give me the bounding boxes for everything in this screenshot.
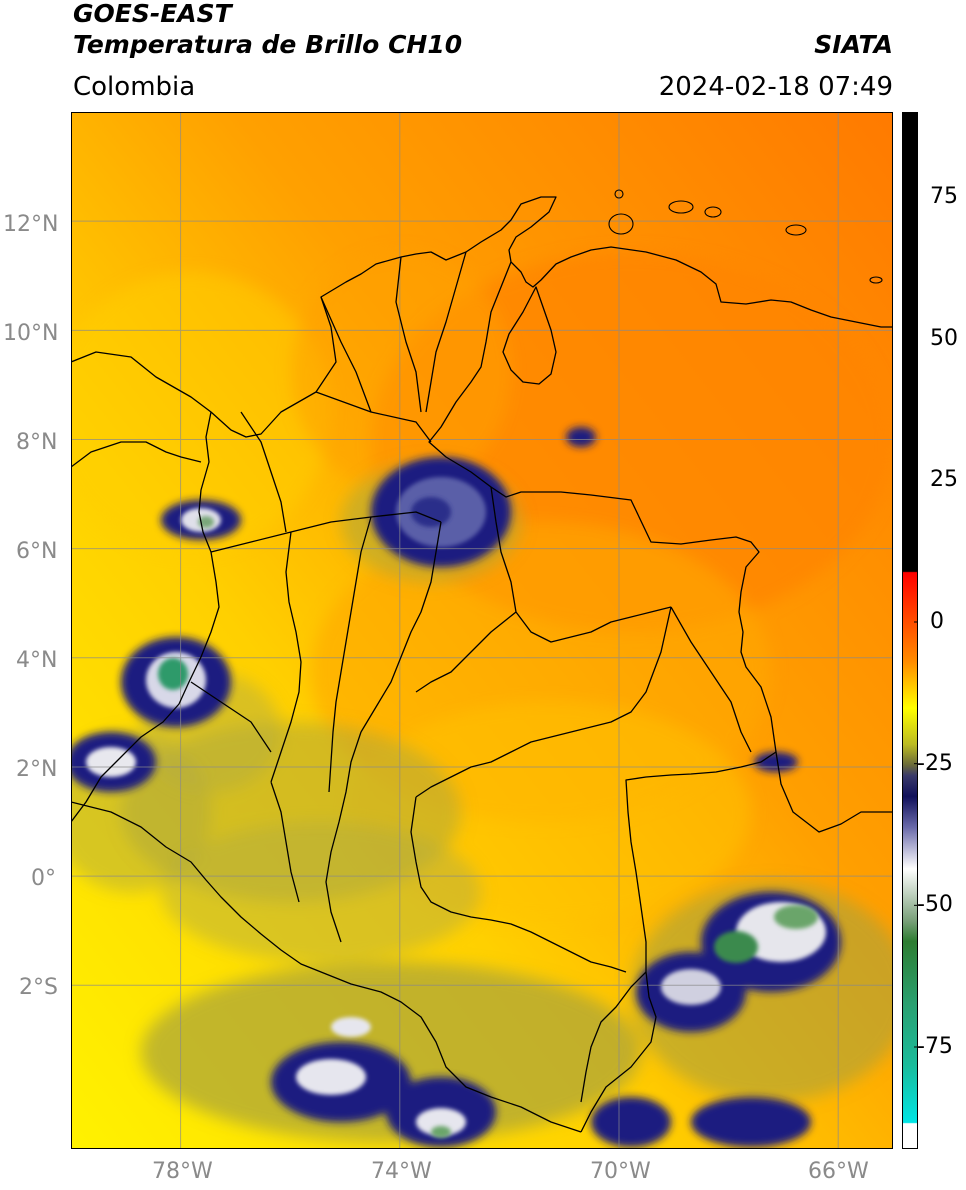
department-boundaries <box>190 251 752 973</box>
map-frame <box>71 112 893 1149</box>
colorbar-tick-label: -25 <box>917 750 953 776</box>
lon-label-70w: 70°W <box>590 1159 651 1184</box>
lat-label-6n: 6°N <box>16 539 58 564</box>
datetime-label: 2024-02-18 07:49 <box>658 72 893 102</box>
lat-label-8n: 8°N <box>16 430 58 455</box>
pacific-coastline <box>71 411 220 823</box>
border-colombia-peru-ecuador <box>71 801 582 1133</box>
lat-label-2n: 2°N <box>16 757 58 782</box>
border-peru-brazil <box>580 971 647 1103</box>
colorbar-tick-label: 75 <box>930 184 958 209</box>
lon-label-66w: 66°W <box>808 1159 869 1184</box>
lon-label-74w: 74°W <box>371 1159 432 1184</box>
colorbar-tick-label: 0 <box>930 609 944 634</box>
brightness-temperature-map <box>71 112 893 1149</box>
border-colombia-venezuela <box>428 261 893 833</box>
colorbar-tick-label: 50 <box>930 325 958 351</box>
graticule <box>71 112 893 1149</box>
lat-label-2s: 2°S <box>19 975 58 1000</box>
colorbar-tick-label: -75 <box>917 1034 953 1059</box>
lat-label-4n: 4°N <box>16 648 58 673</box>
borders-and-coastlines <box>71 196 893 1133</box>
satellite-title: GOES-EAST <box>73 0 232 28</box>
colorbar-tick-label: -50 <box>917 892 953 918</box>
convective-cores <box>71 427 841 1147</box>
region-label: Colombia <box>73 72 196 102</box>
product-title: Temperatura de Brillo CH10 <box>73 30 463 59</box>
border-colombia-brazil <box>580 751 777 1133</box>
lon-label-78w: 78°W <box>152 1159 213 1184</box>
islands <box>608 189 883 284</box>
agency-label: SIATA <box>814 30 893 59</box>
temperature-colorbar <box>902 112 918 1149</box>
colorbar-tick-label: 25 <box>930 467 958 493</box>
caribbean-coastline <box>71 196 893 438</box>
maracaibo-lake <box>502 286 557 385</box>
border-panama <box>71 441 202 468</box>
lat-label-12n: 12°N <box>3 212 59 237</box>
lat-label-0: 0° <box>31 866 56 891</box>
lat-label-10n: 10°N <box>3 321 59 346</box>
